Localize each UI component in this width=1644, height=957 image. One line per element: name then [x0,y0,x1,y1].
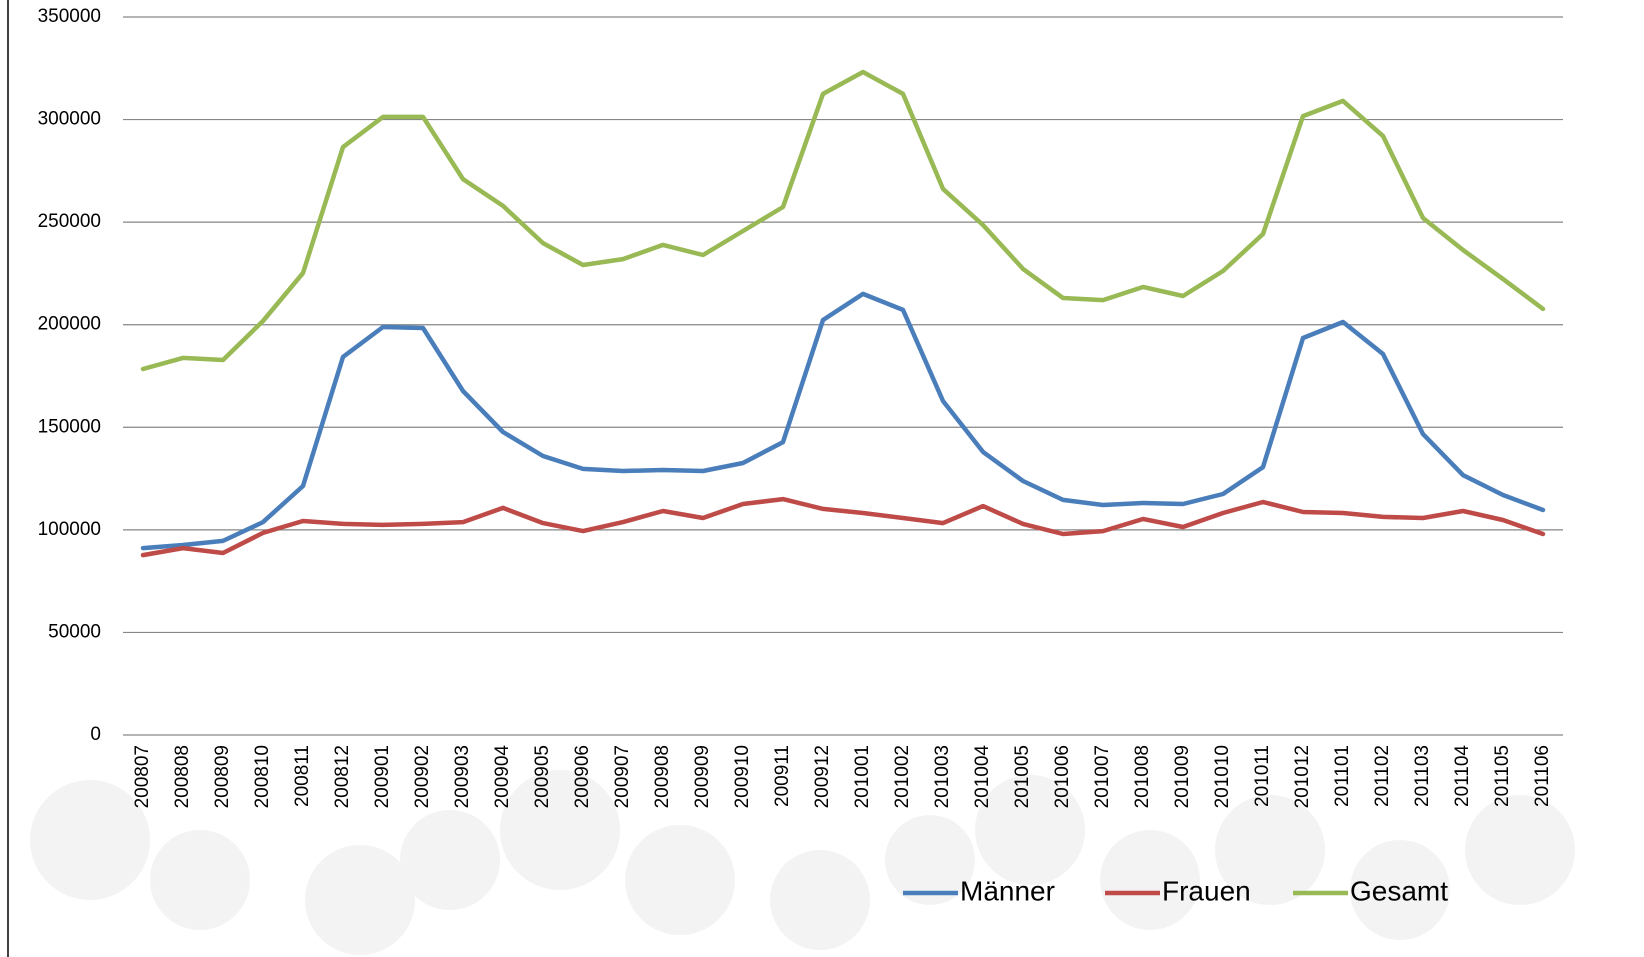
x-tick-label: 200908 [652,745,673,808]
x-tick-label: 200902 [412,745,433,808]
x-tick-label: 200904 [492,745,513,809]
x-tick-label: 201106 [1532,745,1553,807]
x-tick-label: 201007 [1092,745,1113,808]
legend-label: Gesamt [1350,875,1448,906]
x-tick-label: 200905 [532,745,553,808]
legend-label: Männer [960,875,1055,906]
x-tick-label: 200811 [292,745,313,807]
x-tick-label: 201105 [1492,745,1513,807]
x-tick-label: 200911 [772,745,793,807]
x-tick-label: 201005 [1012,745,1033,808]
y-tick-label: 350000 [38,6,101,27]
x-tick-label: 200807 [132,745,153,808]
x-tick-label: 201001 [852,745,873,808]
plot-area: 0 50000 100000 150000 200000 250000 300000 3500… [38,6,1563,906]
x-tick-label: 200903 [452,745,473,808]
y-tick-label: 250000 [38,211,101,232]
x-tick-label: 201104 [1452,745,1473,807]
background-pattern [30,770,1575,955]
x-tick-label: 201008 [1132,745,1153,808]
y-tick-label: 150000 [38,416,101,437]
x-tick-label: 200907 [612,745,633,808]
x-tick-label: 201004 [972,745,993,809]
x-tick-label: 201010 [1212,745,1233,808]
x-tick-label: 200808 [172,745,193,808]
legend-label: Frauen [1162,875,1251,906]
x-tick-label: 201103 [1412,745,1433,807]
y-tick-label: 0 [90,724,101,745]
series-line [140,291,1546,551]
x-tick-label: 201101 [1332,745,1353,807]
y-tick-label: 200000 [38,314,101,335]
series-line [140,496,1546,558]
x-tick-label: 201003 [932,745,953,808]
x-tick-label: 200901 [372,745,393,808]
x-tick-label: 200906 [572,745,593,808]
y-tick-label: 50000 [48,621,101,642]
x-tick-label: 200910 [732,745,753,808]
y-tick-label: 300000 [38,109,101,130]
x-tick-label: 200809 [212,745,233,808]
x-tick-label: 200912 [812,745,833,808]
x-tick-label: 201009 [1172,745,1193,808]
x-tick-label: 201006 [1052,745,1073,808]
y-tick-label: 100000 [38,519,101,540]
x-tick-label: 200909 [692,745,713,808]
x-tick-label: 201011 [1252,745,1273,807]
x-tick-label: 200812 [332,745,353,808]
x-tick-label: 201012 [1292,745,1313,808]
x-tick-label: 200810 [252,745,273,808]
x-tick-label: 201002 [892,745,913,808]
series-line [140,69,1546,372]
x-tick-label: 201102 [1372,745,1393,807]
